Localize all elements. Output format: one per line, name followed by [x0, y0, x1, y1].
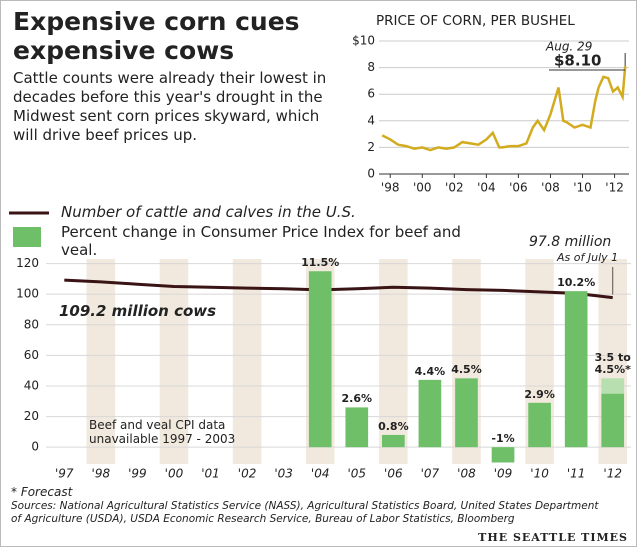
- bar: [418, 379, 442, 448]
- y-tick-label: 0: [367, 167, 375, 181]
- y-tick-label: 0: [31, 440, 39, 454]
- y-tick-label: $10: [352, 34, 375, 48]
- data-label: 4.5%: [451, 363, 482, 377]
- annotation: $8.10: [554, 52, 601, 70]
- y-tick-label: 80: [24, 317, 39, 331]
- x-tick-label: '07: [421, 467, 440, 481]
- band-stripe: [159, 259, 189, 464]
- x-tick-label: '10: [573, 181, 592, 195]
- x-tick-label: '97: [55, 467, 74, 481]
- x-tick-label: '01: [201, 467, 220, 481]
- title: Expensive corn cues expensive cows: [13, 7, 300, 65]
- bar: [564, 291, 588, 448]
- band-stripe: [86, 259, 116, 464]
- x-tick-label: '02: [445, 181, 464, 195]
- y-tick-label: 20: [24, 409, 39, 423]
- y-tick-label: 6: [367, 87, 375, 101]
- annotation: 109.2 million cows: [59, 302, 217, 320]
- data-label: 2.9%: [524, 387, 555, 401]
- y-tick-label: 60: [24, 348, 39, 362]
- data-label: 3.5 to 4.5%*: [594, 351, 631, 377]
- x-tick-label: '08: [457, 467, 476, 481]
- x-tick-label: '04: [477, 181, 496, 195]
- band-stripe: [379, 259, 408, 464]
- data-label: 10.2%: [557, 276, 596, 290]
- legend-swatch: [13, 227, 41, 247]
- annotation: Beef and veal CPI data unavailable 1997 …: [89, 418, 236, 446]
- forecast-bar: [601, 378, 625, 394]
- annotation: 97.8 million: [529, 234, 612, 250]
- y-tick-label: 120: [16, 256, 39, 270]
- x-tick-label: '12: [605, 181, 624, 195]
- bar: [345, 407, 369, 448]
- data-label: 11.5%: [301, 256, 340, 270]
- x-tick-label: '06: [509, 181, 528, 195]
- x-tick-label: '98: [92, 467, 111, 481]
- legend-label: Percent change in Consumer Price Index f…: [61, 223, 461, 259]
- x-tick-label: '11: [567, 467, 586, 481]
- annotation: As of July 1: [557, 251, 619, 264]
- x-tick-label: '04: [311, 467, 330, 481]
- sources: Sources: National Agricultural Statistic…: [11, 500, 599, 525]
- x-tick-label: '00: [413, 181, 432, 195]
- y-tick-label: 40: [24, 378, 39, 392]
- band-stripe: [232, 259, 262, 464]
- x-tick-label: '12: [603, 467, 622, 481]
- legend-label: Number of cattle and calves in the U.S.: [61, 203, 356, 221]
- price-line: [381, 66, 627, 152]
- x-tick-label: '02: [238, 467, 257, 481]
- x-tick-label: '10: [530, 467, 549, 481]
- x-tick-label: '00: [165, 467, 184, 481]
- x-tick-label: '05: [347, 467, 366, 481]
- y-tick-label: 100: [16, 287, 39, 301]
- x-tick-label: '99: [128, 467, 147, 481]
- bar: [491, 447, 515, 463]
- annotation: Aug. 29: [545, 40, 592, 54]
- data-label: 0.8%: [378, 419, 409, 433]
- x-tick-label: '09: [494, 467, 513, 481]
- x-tick-label: '06: [384, 467, 403, 481]
- bar: [601, 393, 625, 448]
- bar: [308, 271, 332, 448]
- bar: [455, 378, 478, 448]
- description: Cattle counts were already their lowest …: [13, 69, 327, 144]
- y-tick-label: 8: [367, 60, 375, 74]
- note: * Forecast: [11, 485, 73, 499]
- x-tick-label: '98: [381, 181, 400, 195]
- chart-title: PRICE OF CORN, PER BUSHEL: [376, 13, 575, 29]
- x-tick-label: '03: [274, 467, 293, 481]
- bar: [382, 434, 405, 448]
- cattle-line: [64, 278, 613, 300]
- credit: THE SEATTLE TIMES: [478, 531, 628, 544]
- y-tick-label: 4: [367, 113, 375, 127]
- y-tick-label: 2: [367, 140, 375, 154]
- data-label: 4.4%: [414, 364, 446, 378]
- bar: [528, 402, 551, 448]
- data-label: -1%: [491, 432, 515, 446]
- data-label: 2.6%: [341, 392, 373, 406]
- x-tick-label: '08: [541, 181, 560, 195]
